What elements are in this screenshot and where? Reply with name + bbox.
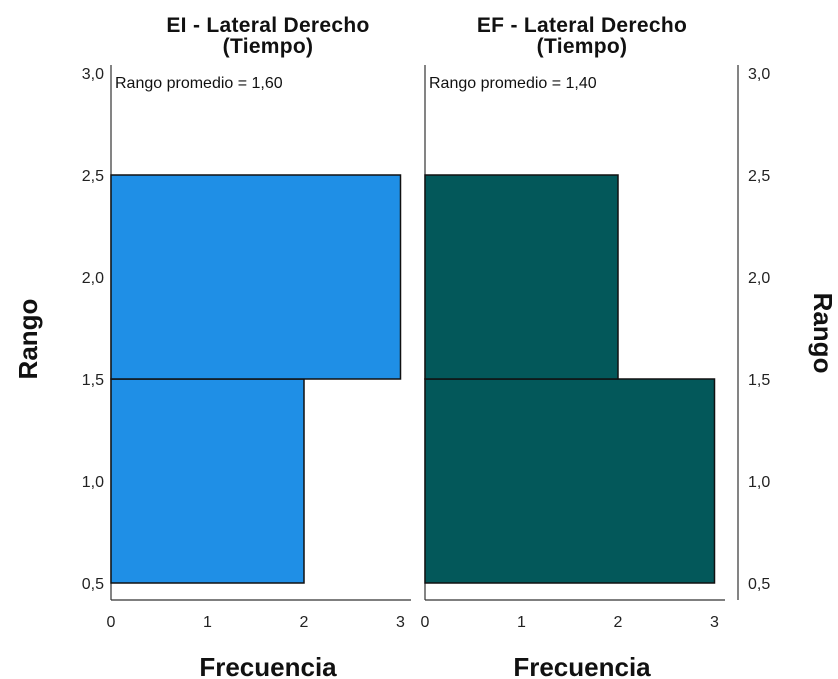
bar-panel2-bin1: [424, 378, 716, 584]
y-tick-label-left: 2,5: [82, 168, 104, 185]
x-tick-label-panel2: 3: [710, 614, 719, 631]
x-tick-label-panel2: 1: [517, 614, 526, 631]
x-tick-label-panel1: 3: [396, 614, 405, 631]
mean-rank-annotation-left: Rango promedio = 1,60: [115, 75, 283, 92]
panel-title-right-line1: EF - Lateral Derecho: [477, 14, 687, 37]
y-tick-label-left: 1,0: [82, 474, 104, 491]
x-tick-label-panel2: 2: [614, 614, 623, 631]
y-tick-label-right: 1,5: [748, 372, 770, 389]
bars-layer: [110, 174, 716, 584]
y-tick-label-right: 2,5: [748, 168, 770, 185]
bar-panel1-bin1: [110, 378, 305, 584]
x-tick-label-panel1: 1: [203, 614, 212, 631]
y-tick-label-right: 3,0: [748, 66, 770, 83]
x-axis-title-right: Frecuencia: [513, 652, 651, 679]
mean-rank-annotation-right: Rango promedio = 1,40: [429, 75, 597, 92]
y-tick-label-right: 0,5: [748, 576, 770, 593]
panel-title-left-line1: EI - Lateral Derecho: [166, 14, 369, 37]
x-tick-label-panel1: 2: [300, 614, 309, 631]
x-tick-label-panel1: 0: [107, 614, 116, 631]
y-tick-label-right: 1,0: [748, 474, 770, 491]
y-tick-label-right: 2,0: [748, 270, 770, 287]
panel-title-left-line2: (Tiempo): [223, 35, 314, 58]
ticks-layer: 0,5 0,5 1,0 1,0 1,5 1,5 2,0 2,0 2,5 2,5 3,0 3,0 0 1 2 3…: [82, 66, 771, 631]
y-axis-title-right: Rango: [808, 293, 838, 374]
x-tick-label-panel2: 0: [421, 614, 430, 631]
y-tick-label-left: 3,0: [82, 66, 104, 83]
bar-panel1-bin2: [110, 174, 402, 380]
y-tick-label-left: 2,0: [82, 270, 104, 287]
panel-title-right-line2: (Tiempo): [537, 35, 628, 58]
y-axis-title-left: Rango: [13, 299, 43, 380]
y-tick-label-left: 0,5: [82, 576, 104, 593]
bar-panel2-bin2: [424, 174, 619, 380]
y-tick-label-left: 1,5: [82, 372, 104, 389]
x-axis-title-left: Frecuencia: [199, 652, 337, 679]
